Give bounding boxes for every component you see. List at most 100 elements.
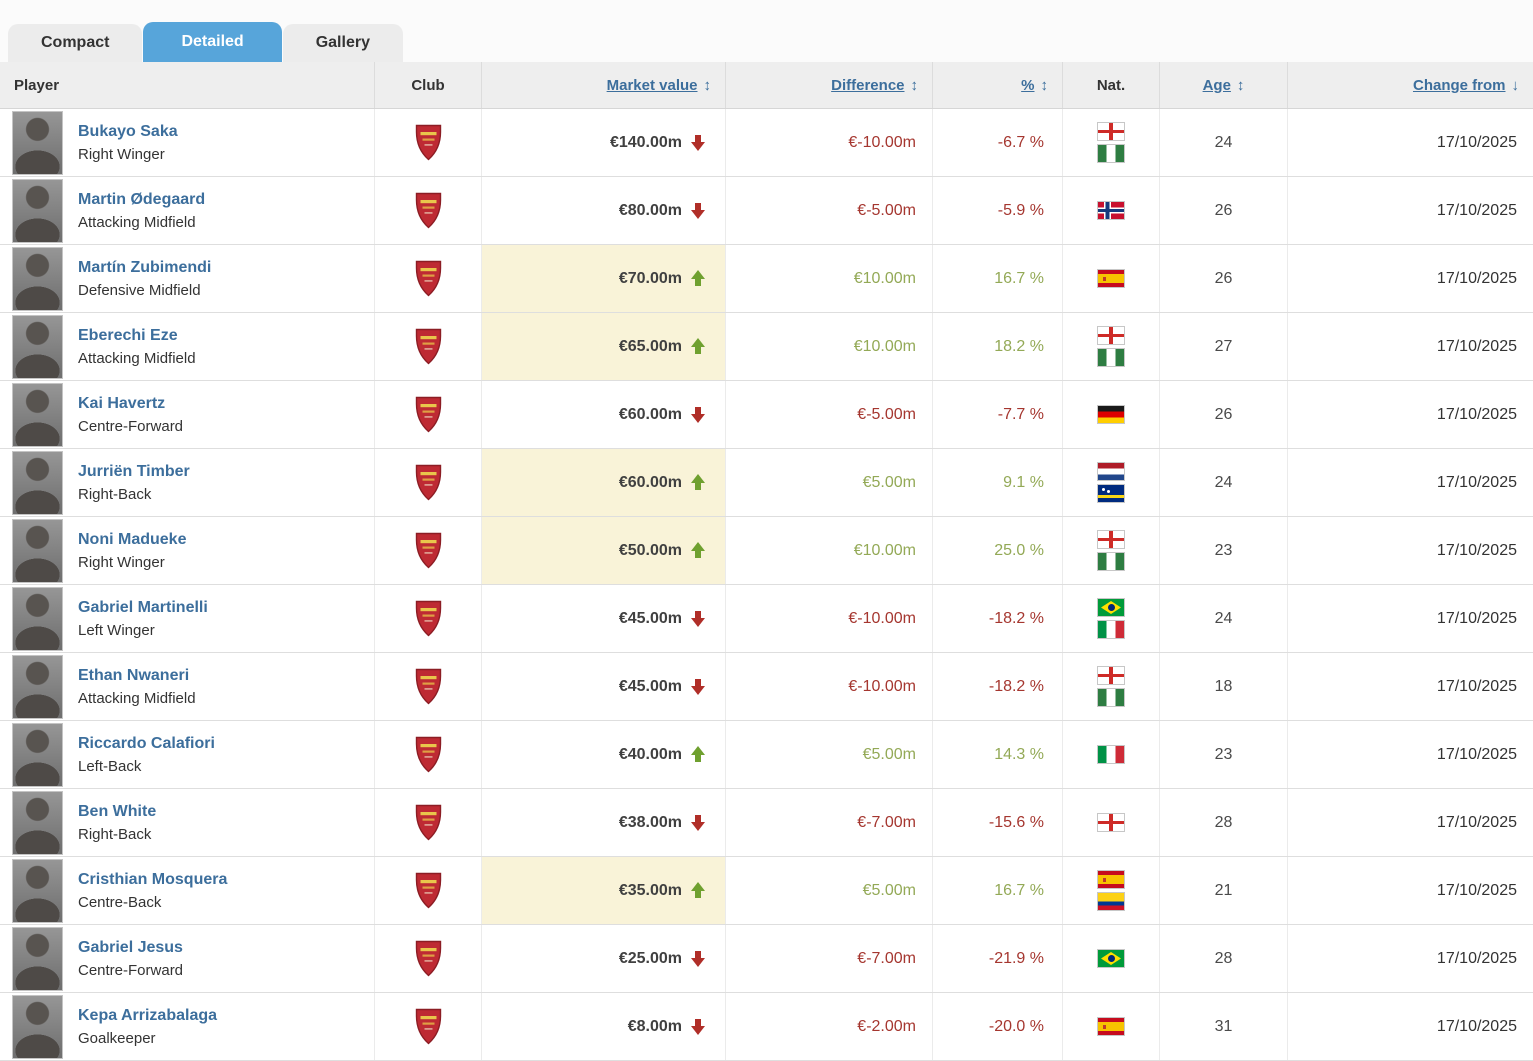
player-cell: Ethan Nwaneri Attacking Midfield <box>0 653 375 720</box>
player-photo[interactable] <box>12 314 63 379</box>
player-name-link[interactable]: Eberechi Eze <box>78 326 178 344</box>
sort-both-icon[interactable]: ↕ <box>1236 76 1245 94</box>
player-name-link[interactable]: Kepa Arrizabalaga <box>78 1006 218 1024</box>
player-row: Eberechi Eze Attacking Midfield €65.00m €10… <box>0 313 1533 381</box>
value-up-arrow-icon <box>691 882 705 899</box>
change-from-date: 17/10/2025 <box>1436 609 1517 627</box>
market-value: €140.00m <box>609 133 682 151</box>
column-header-label-market_value[interactable]: Market value <box>606 76 698 94</box>
player-name-link[interactable]: Kai Havertz <box>78 394 166 412</box>
value-down-arrow-icon <box>691 406 705 423</box>
percent-value: 25.0 % <box>994 541 1044 559</box>
player-photo[interactable] <box>12 518 63 583</box>
nationality-cell <box>1063 177 1160 244</box>
player-position: Centre-Back <box>78 893 162 911</box>
player-name-link[interactable]: Ethan Nwaneri <box>78 666 190 684</box>
tab-detailed[interactable]: Detailed <box>143 22 282 62</box>
player-name-link[interactable]: Gabriel Martinelli <box>78 598 208 616</box>
sort-desc-icon[interactable]: ↓ <box>1511 76 1520 94</box>
player-cell: Cristhian Mosquera Centre-Back <box>0 857 375 924</box>
column-header-percent[interactable]: % ↕ <box>933 62 1063 108</box>
column-header-label-difference[interactable]: Difference <box>831 76 905 94</box>
market-value-cell: €40.00m <box>482 721 726 788</box>
player-photo[interactable] <box>12 654 63 719</box>
player-photo[interactable] <box>12 790 63 855</box>
arsenal-crest-icon[interactable] <box>414 532 443 569</box>
player-photo[interactable] <box>12 110 63 175</box>
sort-both-icon[interactable]: ↕ <box>910 76 919 94</box>
column-header-age[interactable]: Age ↕ <box>1160 62 1288 108</box>
column-header-market_value[interactable]: Market value ↕ <box>482 62 726 108</box>
column-header-label-change_from[interactable]: Change from <box>1412 76 1506 94</box>
player-name-link[interactable]: Gabriel Jesus <box>78 938 183 956</box>
change-from-date: 17/10/2025 <box>1436 677 1517 695</box>
player-name-link[interactable]: Martin Ødegaard <box>78 190 206 208</box>
arsenal-crest-icon[interactable] <box>414 396 443 433</box>
player-info: Noni Madueke Right Winger <box>78 530 186 572</box>
player-photo[interactable] <box>12 722 63 787</box>
nationality-cell <box>1063 313 1160 380</box>
norway-flag-icon <box>1098 202 1124 219</box>
player-row: Martín Zubimendi Defensive Midfield €70.00… <box>0 245 1533 313</box>
market-value-cell: €38.00m <box>482 789 726 856</box>
sort-both-icon[interactable]: ↕ <box>1040 76 1049 94</box>
change-from-cell: 17/10/2025 <box>1288 381 1533 448</box>
age-value: 26 <box>1214 269 1233 287</box>
player-name-link[interactable]: Martín Zubimendi <box>78 258 212 276</box>
player-photo[interactable] <box>12 450 63 515</box>
england-flag-icon <box>1098 667 1124 684</box>
market-value: €40.00m <box>618 745 682 763</box>
player-photo[interactable] <box>12 382 63 447</box>
tab-gallery[interactable]: Gallery <box>282 24 403 62</box>
brazil-flag-icon <box>1098 950 1124 967</box>
player-photo[interactable] <box>12 994 63 1059</box>
arsenal-crest-icon[interactable] <box>414 872 443 909</box>
value-down-arrow-icon <box>691 610 705 627</box>
age-cell: 31 <box>1160 993 1288 1060</box>
arsenal-crest-icon[interactable] <box>414 736 443 773</box>
player-photo[interactable] <box>12 926 63 991</box>
arsenal-crest-icon[interactable] <box>414 192 443 229</box>
player-info: Gabriel Martinelli Left Winger <box>78 598 208 640</box>
column-header-change_from[interactable]: Change from ↓ <box>1288 62 1533 108</box>
player-name-link[interactable]: Jurriën Timber <box>78 462 190 480</box>
change-from-date: 17/10/2025 <box>1436 541 1517 559</box>
player-name-link[interactable]: Riccardo Calafiori <box>78 734 215 752</box>
column-header-nat: Nat. <box>1063 62 1160 108</box>
sort-both-icon[interactable]: ↕ <box>703 76 712 94</box>
player-photo[interactable] <box>12 858 63 923</box>
difference-cell: €5.00m <box>726 721 933 788</box>
percent-value: 16.7 % <box>994 881 1044 899</box>
nationality-cell <box>1063 585 1160 652</box>
player-cell: Gabriel Jesus Centre-Forward <box>0 925 375 992</box>
player-position: Right-Back <box>78 825 152 843</box>
arsenal-crest-icon[interactable] <box>414 940 443 977</box>
market-value: €70.00m <box>618 269 682 287</box>
player-info: Kai Havertz Centre-Forward <box>78 394 183 436</box>
player-name-link[interactable]: Bukayo Saka <box>78 122 178 140</box>
arsenal-crest-icon[interactable] <box>414 260 443 297</box>
arsenal-crest-icon[interactable] <box>414 804 443 841</box>
player-name-link[interactable]: Cristhian Mosquera <box>78 870 228 888</box>
arsenal-crest-icon[interactable] <box>414 124 443 161</box>
age-cell: 28 <box>1160 925 1288 992</box>
age-value: 24 <box>1214 609 1233 627</box>
change-from-date: 17/10/2025 <box>1436 881 1517 899</box>
market-value-cell: €50.00m <box>482 517 726 584</box>
arsenal-crest-icon[interactable] <box>414 600 443 637</box>
player-name-link[interactable]: Ben White <box>78 802 157 820</box>
arsenal-crest-icon[interactable] <box>414 328 443 365</box>
arsenal-crest-icon[interactable] <box>414 668 443 705</box>
player-photo[interactable] <box>12 178 63 243</box>
percent-cell: -18.2 % <box>933 653 1063 720</box>
player-photo[interactable] <box>12 246 63 311</box>
column-header-difference[interactable]: Difference ↕ <box>726 62 933 108</box>
player-name-link[interactable]: Noni Madueke <box>78 530 187 548</box>
column-header-label-percent[interactable]: % <box>1021 76 1035 94</box>
player-photo[interactable] <box>12 586 63 651</box>
arsenal-crest-icon[interactable] <box>414 464 443 501</box>
arsenal-crest-icon[interactable] <box>414 1008 443 1045</box>
column-header-label-age[interactable]: Age <box>1202 76 1231 94</box>
tab-compact[interactable]: Compact <box>8 24 143 62</box>
age-value: 21 <box>1214 881 1233 899</box>
